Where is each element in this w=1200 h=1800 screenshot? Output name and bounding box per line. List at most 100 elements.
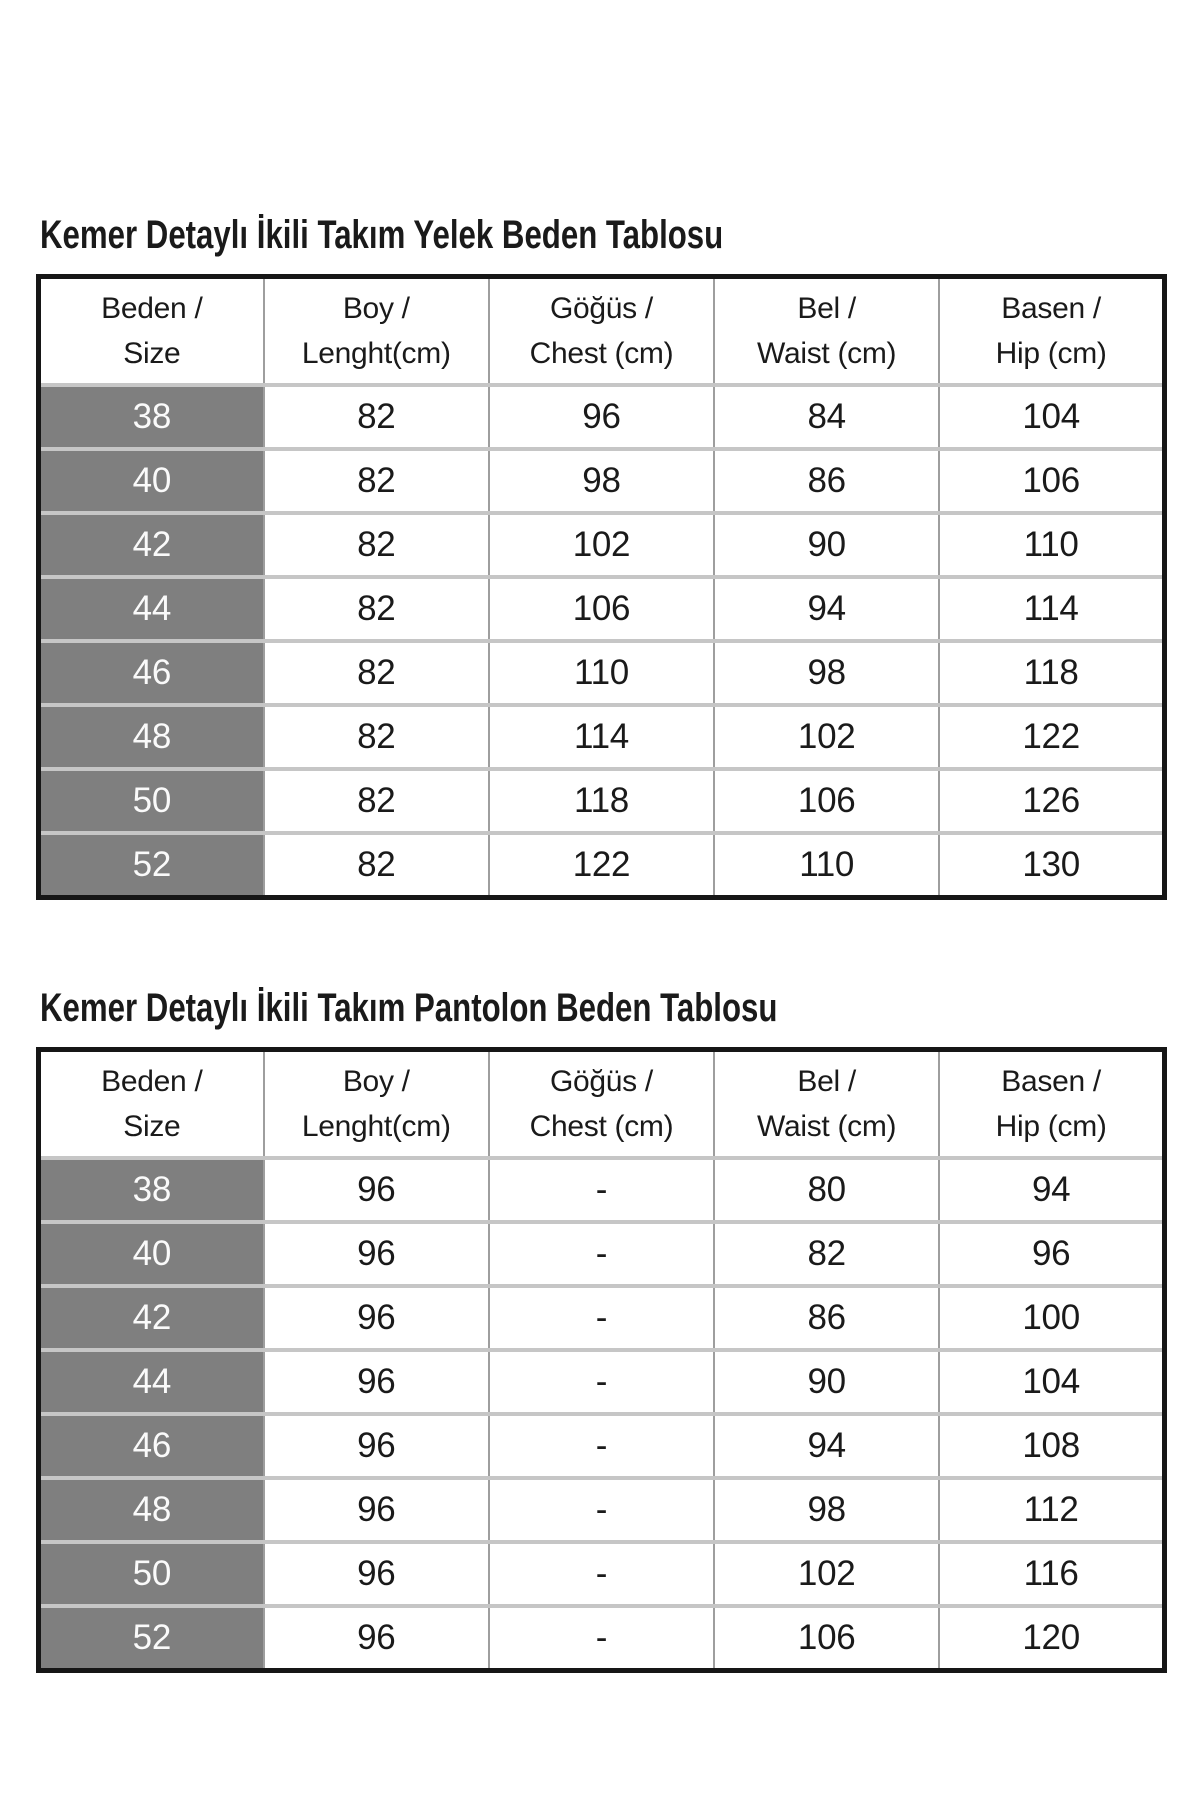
measurement-cell: 106 xyxy=(487,574,716,643)
measurement-cell: 112 xyxy=(938,1475,1166,1544)
column-header: Boy / Lenght(cm) xyxy=(262,1047,490,1160)
column-header-line2: Hip (cm) xyxy=(995,1109,1107,1143)
column-header-line1: Göğüs / xyxy=(549,1064,653,1098)
size-row: 42 96-86 100 xyxy=(37,1283,1166,1352)
measurement-cell: 94 xyxy=(938,1155,1166,1224)
measurement-cell: 120 xyxy=(938,1603,1166,1673)
measurement-cell: 122 xyxy=(487,830,716,900)
size-cell: 50 xyxy=(37,766,265,835)
measurement-cell: 82 xyxy=(262,830,490,900)
measurement-cell: 86 xyxy=(713,1283,941,1352)
measurement-cell: 102 xyxy=(487,510,716,579)
measurement-cell: 94 xyxy=(713,574,941,643)
measurement-cell: 110 xyxy=(938,510,1166,579)
measurement-cell: 98 xyxy=(713,1475,941,1544)
measurement-cell: 106 xyxy=(713,766,941,835)
measurement-cell: 96 xyxy=(938,1219,1166,1288)
column-header: Göğüs / Chest (cm) xyxy=(487,1047,716,1160)
column-header: Beden / Size xyxy=(37,1047,265,1160)
measurement-cell: 82 xyxy=(262,702,490,771)
measurement-cell: 126 xyxy=(938,766,1166,835)
size-row: 42 82 102 90 110 xyxy=(37,510,1166,579)
size-cell: 52 xyxy=(37,830,265,900)
measurement-cell: - xyxy=(487,1475,716,1544)
measurement-cell: 82 xyxy=(262,510,490,579)
measurement-cell: 86 xyxy=(713,446,941,515)
measurement-cell: 96 xyxy=(262,1411,490,1480)
column-header-line2: Chest (cm) xyxy=(529,336,674,370)
measurement-cell: 96 xyxy=(262,1603,490,1673)
measurement-cell: - xyxy=(487,1283,716,1352)
measurement-cell: 98 xyxy=(487,446,716,515)
measurement-cell: 96 xyxy=(262,1283,490,1352)
measurement-cell: 90 xyxy=(713,510,941,579)
measurement-cell: 110 xyxy=(487,638,716,707)
size-cell: 38 xyxy=(37,1155,265,1224)
size-cell: 40 xyxy=(37,1219,265,1288)
column-header-line2: Hip (cm) xyxy=(995,336,1107,370)
column-header-line1: Basen / xyxy=(1001,291,1101,325)
measurement-cell: 114 xyxy=(938,574,1166,643)
measurement-cell: 90 xyxy=(713,1347,941,1416)
measurement-cell: - xyxy=(487,1219,716,1288)
measurement-cell: 104 xyxy=(938,1347,1166,1416)
size-cell: 44 xyxy=(37,1347,265,1416)
column-header-line1: Bel / xyxy=(797,291,856,325)
size-cell: 42 xyxy=(37,510,265,579)
size-cell: 48 xyxy=(37,1475,265,1544)
measurement-cell: 100 xyxy=(938,1283,1166,1352)
size-cell: 38 xyxy=(37,382,265,451)
column-header-line2: Lenght(cm) xyxy=(301,1109,451,1143)
column-header-line1: Beden / xyxy=(101,1064,203,1098)
column-header-line1: Beden / xyxy=(101,291,203,325)
size-row: 48 96-98 112 xyxy=(37,1475,1166,1544)
size-table: Beden / Size Boy / Lenght(cm) Göğüs / Chest (… xyxy=(36,273,1167,900)
measurement-cell: 116 xyxy=(938,1539,1166,1608)
size-table-title: Kemer Detaylı İkili Takım Pantolon Beden… xyxy=(40,985,778,1030)
column-header-line2: Size xyxy=(123,1109,181,1143)
size-table-body: 38 82 96 84 104 40 82 98 86 106 42 82 102 90 110 44 82 10… xyxy=(37,382,1166,900)
size-row: 46 96-94 108 xyxy=(37,1411,1166,1480)
size-cell: 42 xyxy=(37,1283,265,1352)
measurement-cell: 122 xyxy=(938,702,1166,771)
measurement-cell: 102 xyxy=(713,1539,941,1608)
column-header-line2: Lenght(cm) xyxy=(301,336,451,370)
column-header: Beden / Size xyxy=(37,274,265,387)
measurement-cell: 82 xyxy=(262,574,490,643)
column-header-line1: Boy / xyxy=(342,291,410,325)
size-row: 52 82 122 110 130 xyxy=(37,830,1166,900)
measurement-cell: 130 xyxy=(938,830,1166,900)
size-row: 38 82 96 84 104 xyxy=(37,382,1166,451)
column-header-line1: Basen / xyxy=(1001,1064,1101,1098)
measurement-cell: - xyxy=(487,1155,716,1224)
column-header: Bel / Waist (cm) xyxy=(713,1047,941,1160)
measurement-cell: 104 xyxy=(938,382,1166,451)
measurement-cell: 96 xyxy=(262,1539,490,1608)
measurement-cell: 110 xyxy=(713,830,941,900)
measurement-cell: 82 xyxy=(262,382,490,451)
measurement-cell: 106 xyxy=(938,446,1166,515)
measurement-cell: 114 xyxy=(487,702,716,771)
column-header: Basen / Hip (cm) xyxy=(938,274,1166,387)
size-row: 38 96-80 94 xyxy=(37,1155,1166,1224)
size-row: 50 96-102 116 xyxy=(37,1539,1166,1608)
size-table: Beden / Size Boy / Lenght(cm) Göğüs / Chest (… xyxy=(36,1046,1167,1673)
measurement-cell: 96 xyxy=(487,382,716,451)
size-cell: 46 xyxy=(37,638,265,707)
size-table-section: Kemer Detaylı İkili Takım Pantolon Beden… xyxy=(0,986,1200,1673)
column-header-line1: Bel / xyxy=(797,1064,856,1098)
measurement-cell: 82 xyxy=(262,446,490,515)
size-cell: 40 xyxy=(37,446,265,515)
column-header: Göğüs / Chest (cm) xyxy=(487,274,716,387)
column-header: Bel / Waist (cm) xyxy=(713,274,941,387)
column-header-line1: Boy / xyxy=(342,1064,410,1098)
measurement-cell: 96 xyxy=(262,1155,490,1224)
size-row: 40 82 98 86 106 xyxy=(37,446,1166,515)
measurement-cell: 96 xyxy=(262,1219,490,1288)
size-table-header-row: Beden / Size Boy / Lenght(cm) Göğüs / Chest (… xyxy=(37,1047,1166,1160)
size-row: 44 96-90 104 xyxy=(37,1347,1166,1416)
measurement-cell: 94 xyxy=(713,1411,941,1480)
size-table-header-row: Beden / Size Boy / Lenght(cm) Göğüs / Chest (… xyxy=(37,274,1166,387)
measurement-cell: 96 xyxy=(262,1347,490,1416)
size-row: 52 96-106 120 xyxy=(37,1603,1166,1673)
